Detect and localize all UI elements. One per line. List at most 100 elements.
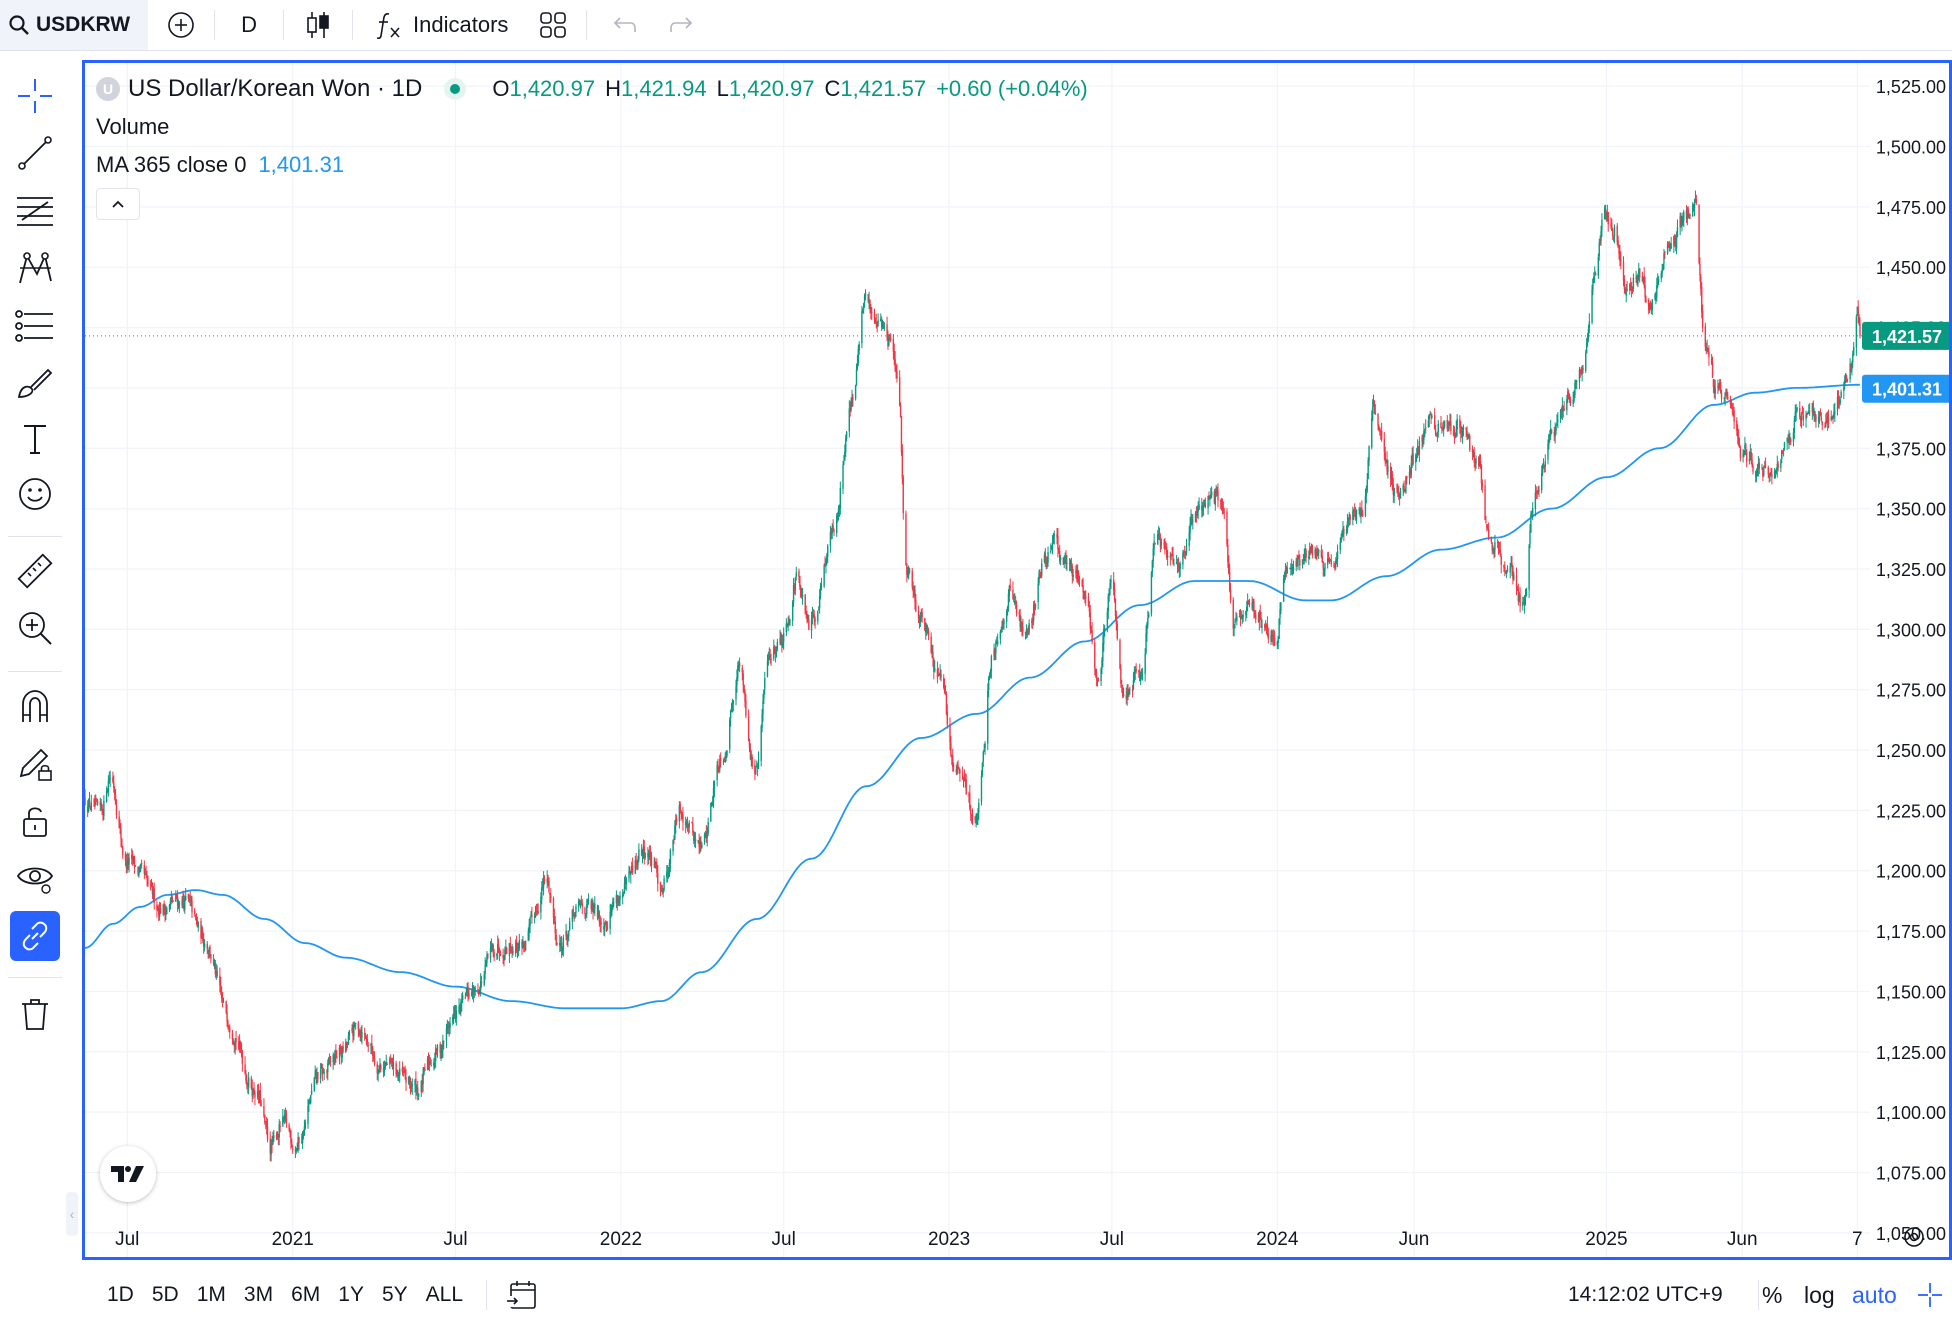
layouts-button[interactable] [520, 0, 586, 50]
candle [396, 1069, 398, 1077]
price-tick-label: 1,050.00 [1876, 1224, 1946, 1244]
candle [930, 632, 932, 654]
drawing-toolbar [0, 51, 70, 1322]
trend-line-tool[interactable] [10, 128, 60, 178]
ma-value: 1,401.31 [258, 152, 345, 177]
candle [1512, 565, 1514, 585]
hide-drawings-button[interactable] [10, 853, 60, 903]
candle [176, 890, 179, 912]
pattern-tool[interactable] [10, 243, 60, 293]
candle [1523, 595, 1526, 614]
candle [575, 903, 577, 918]
candle [933, 657, 935, 680]
candle [1330, 554, 1332, 567]
range-button-6m[interactable]: 6M [291, 1283, 321, 1306]
collapse-toolbar-button[interactable]: ‹ [66, 1192, 78, 1236]
candle [1748, 451, 1751, 465]
candle [1408, 465, 1411, 485]
auto-scale-button[interactable]: auto [1852, 1268, 1897, 1322]
zoom-in-tool[interactable] [10, 603, 60, 653]
legend-collapse-button[interactable] [96, 188, 140, 220]
candle [1032, 613, 1034, 629]
redo-icon [670, 17, 693, 32]
candle [1594, 266, 1596, 284]
range-button-5y[interactable]: 5Y [381, 1283, 408, 1306]
candle [540, 892, 542, 920]
volume-legend-row[interactable]: Volume [96, 108, 1088, 146]
range-button-all[interactable]: ALL [425, 1283, 464, 1306]
redo-button[interactable] [659, 0, 707, 50]
sync-drawings-button[interactable] [10, 911, 60, 961]
timezone-clock[interactable]: 14:12:02 UTC+9 [1568, 1268, 1723, 1322]
emoji-tool[interactable] [10, 469, 60, 519]
tradingview-logo[interactable] [100, 1146, 156, 1202]
symbol-search-button[interactable]: USDKRW [0, 0, 149, 50]
remove-drawings-button[interactable] [10, 989, 60, 1039]
candle [744, 689, 746, 708]
ma-legend-row[interactable]: MA 365 close 0 1,401.31 [96, 146, 1088, 184]
stay-in-drawing-mode-button[interactable] [10, 739, 60, 789]
lock-drawings-button[interactable] [10, 796, 60, 846]
emoji-icon [19, 478, 51, 510]
candle [99, 797, 101, 812]
candle [888, 334, 890, 347]
candle [1712, 378, 1715, 393]
candle [1560, 407, 1563, 419]
time-axis[interactable]: Jul 2021 Jul 2022 Jul 2023 Jul 2024 Jun 2025 Jun 7 [115, 1227, 1924, 1250]
top-toolbar: USDKRW D Indicators [0, 0, 1952, 51]
measure-tool[interactable] [10, 546, 60, 596]
candle [1343, 525, 1345, 542]
candle [114, 789, 117, 805]
candle [512, 946, 514, 956]
interval-button[interactable]: D [215, 0, 283, 50]
range-button-1d[interactable]: 1D [107, 1283, 134, 1306]
range-button-5d[interactable]: 5D [151, 1283, 179, 1306]
chart-settings-icon[interactable] [1904, 1227, 1924, 1247]
candle [893, 343, 895, 366]
candle [295, 1148, 298, 1154]
candle [1792, 428, 1795, 447]
candle [232, 1038, 235, 1046]
candle [720, 752, 722, 768]
candle [1670, 236, 1672, 250]
candle [1755, 468, 1758, 483]
crosshair-tool[interactable] [10, 71, 60, 121]
candle [1234, 618, 1236, 629]
indicators-button[interactable]: Indicators [353, 0, 520, 50]
chart-type-button[interactable] [284, 0, 352, 50]
range-button-1y[interactable]: 1Y [338, 1283, 364, 1306]
range-button-3m[interactable]: 3M [243, 1283, 274, 1306]
compare-symbol-button[interactable] [148, 0, 214, 50]
candle [1762, 467, 1764, 482]
range-button-1m[interactable]: 1M [196, 1283, 226, 1306]
candle [659, 881, 662, 897]
candle [773, 644, 776, 655]
log-scale-button[interactable]: log [1804, 1268, 1835, 1322]
percent-scale-button[interactable]: % [1762, 1268, 1782, 1322]
price-axis[interactable]: 1,050.001,075.001,100.001,125.001,150.00… [1876, 77, 1946, 1244]
magnet-mode-button[interactable] [10, 681, 60, 731]
fib-retracement-tool[interactable] [10, 185, 60, 235]
candle [1692, 203, 1695, 212]
candle [1403, 480, 1405, 494]
price-chart[interactable]: 1,050.001,075.001,100.001,125.001,150.00… [0, 0, 1952, 1268]
candle [1144, 648, 1146, 682]
text-tool[interactable] [10, 414, 60, 464]
prediction-icon [15, 310, 53, 342]
candle [729, 709, 732, 727]
brush-tool[interactable] [10, 358, 60, 408]
undo-button[interactable] [587, 0, 659, 50]
candle [1133, 666, 1136, 683]
candle [1585, 349, 1587, 373]
scale-settings-button[interactable] [1916, 1268, 1944, 1322]
prediction-tool[interactable] [10, 301, 60, 351]
candle [824, 556, 826, 567]
go-to-date-button[interactable] [505, 1278, 539, 1312]
candle [1456, 414, 1458, 437]
candle [165, 905, 167, 921]
candle [1094, 638, 1096, 676]
candle [1606, 204, 1609, 222]
candle [577, 898, 580, 912]
candle [1071, 563, 1074, 584]
